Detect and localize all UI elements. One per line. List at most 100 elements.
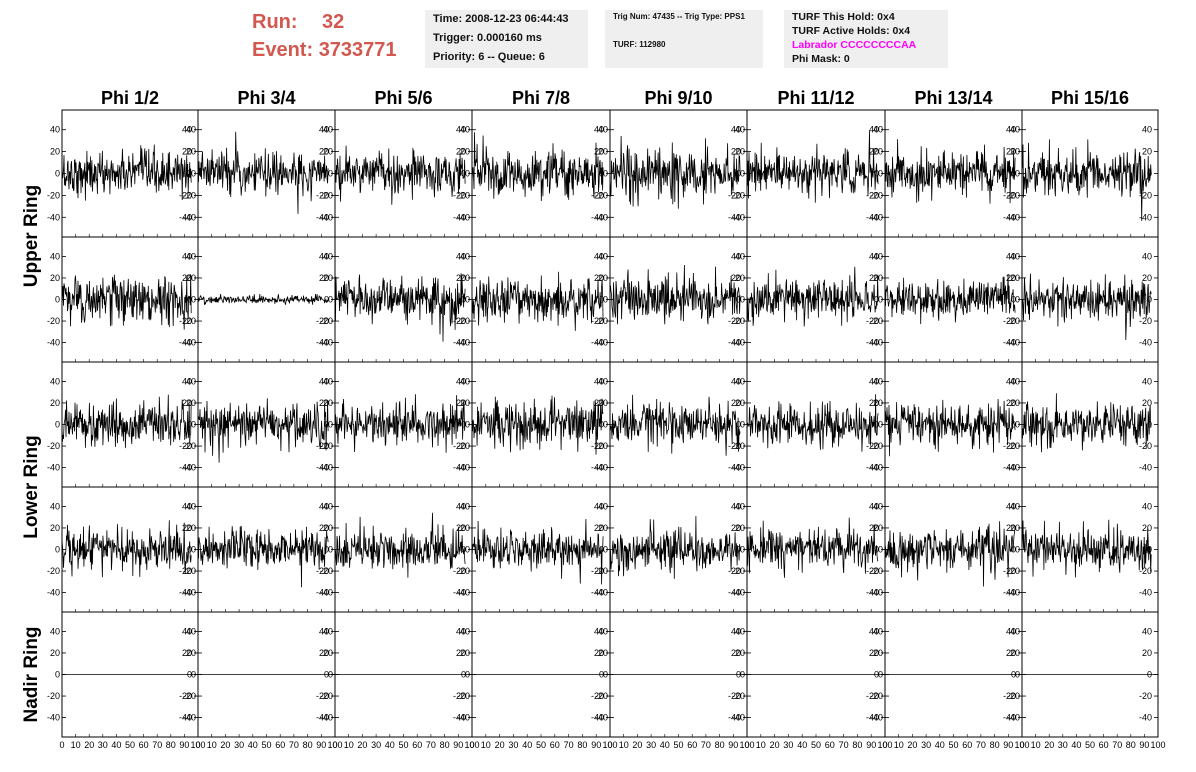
y-tick-label: 20 — [598, 648, 608, 658]
y-tick-label: 0 — [740, 670, 745, 680]
y-tick-label: -40 — [320, 212, 333, 222]
y-tick-label-right: 20 — [594, 523, 604, 533]
y-tick-label-right: 20 — [1006, 398, 1016, 408]
y-tick-label-right: 20 — [869, 648, 879, 658]
x-tick-label: 60 — [1099, 740, 1109, 750]
y-tick-label-right: -40 — [728, 713, 741, 723]
x-tick-label: 50 — [948, 740, 958, 750]
row-title: Nadir Ring — [21, 626, 42, 722]
waveform-trace — [334, 273, 466, 342]
y-tick-label: -20 — [183, 566, 196, 576]
x-tick-label: 100 — [739, 740, 754, 750]
y-tick-label: 20 — [873, 648, 883, 658]
x-tick-label: 10 — [207, 740, 217, 750]
y-tick-label: 40 — [873, 251, 883, 261]
x-tick-label: 20 — [907, 740, 917, 750]
y-tick-label: 40 — [735, 125, 745, 135]
y-tick-label-right: -40 — [1003, 713, 1016, 723]
y-tick-label: 40 — [873, 626, 883, 636]
y-tick-label: 20 — [735, 398, 745, 408]
y-tick-label-right: 40 — [594, 251, 604, 261]
y-tick-label: 40 — [186, 251, 196, 261]
waveform-trace — [884, 521, 1016, 587]
y-tick-label: 0 — [191, 420, 196, 430]
y-tick-label: -40 — [47, 713, 60, 723]
y-tick-label: 0 — [55, 670, 60, 680]
y-tick-label: 20 — [598, 273, 608, 283]
y-tick-label: 0 — [878, 670, 883, 680]
y-tick-label: -40 — [47, 463, 60, 473]
run-event-box: Run: 32 Event: 3733771 — [252, 8, 397, 64]
y-tick-label-right: 40 — [731, 251, 741, 261]
waveform-trace — [1021, 139, 1152, 221]
column-title: Phi 11/12 — [777, 88, 854, 108]
x-tick-label: 20 — [1044, 740, 1054, 750]
y-tick-label-right: 40 — [1142, 125, 1152, 135]
y-tick-label: 20 — [460, 273, 470, 283]
waveform-trace — [609, 516, 741, 579]
phi-mask-text: Phi Mask: 0 — [792, 53, 850, 65]
y-tick-label-right: 0 — [874, 295, 879, 305]
x-tick-label: 60 — [687, 740, 697, 750]
y-tick-label-right: 20 — [182, 648, 192, 658]
y-tick-label: 0 — [328, 670, 333, 680]
x-tick-label: 80 — [715, 740, 725, 750]
y-tick-label: 40 — [1010, 125, 1020, 135]
y-tick-label: -40 — [183, 713, 196, 723]
y-tick-label: 20 — [1010, 648, 1020, 658]
x-tick-label: 90 — [591, 740, 601, 750]
y-tick-label-right: -40 — [1003, 212, 1016, 222]
y-tick-label-right: -20 — [728, 316, 741, 326]
y-tick-label: 20 — [460, 147, 470, 157]
y-tick-label: 20 — [323, 398, 333, 408]
x-tick-label: 20 — [495, 740, 505, 750]
y-tick-label-right: 20 — [731, 523, 741, 533]
x-tick-label: 60 — [550, 740, 560, 750]
waveform-trace — [609, 264, 741, 325]
y-tick-label: -40 — [320, 338, 333, 348]
y-tick-label: -40 — [732, 212, 745, 222]
y-tick-label-right: 20 — [319, 273, 329, 283]
y-tick-label-right: -40 — [591, 713, 604, 723]
waveform-trace — [334, 394, 466, 453]
y-tick-label-right: 40 — [594, 501, 604, 511]
x-tick-label: 10 — [1031, 740, 1041, 750]
run-value: 32 — [322, 11, 345, 33]
event-value: 3733771 — [318, 39, 397, 61]
x-tick-label: 30 — [234, 740, 244, 750]
waveform-trace — [471, 271, 604, 331]
y-tick-label-right: -40 — [316, 588, 329, 598]
y-tick-label: -40 — [47, 212, 60, 222]
y-tick-label: -20 — [320, 441, 333, 451]
x-tick-label: 100 — [190, 740, 205, 750]
y-tick-label-right: -20 — [1139, 316, 1152, 326]
y-tick-label-right: -20 — [591, 441, 604, 451]
y-tick-label: 20 — [735, 273, 745, 283]
y-tick-label-right: -20 — [1003, 441, 1016, 451]
y-tick-label: 20 — [323, 648, 333, 658]
y-tick-label: 40 — [460, 251, 470, 261]
y-tick-label: 0 — [191, 295, 196, 305]
y-tick-label: 40 — [186, 376, 196, 386]
y-tick-label: -20 — [47, 441, 60, 451]
x-tick-label: 30 — [783, 740, 793, 750]
y-tick-label-right: -40 — [179, 212, 192, 222]
y-tick-label-right: 40 — [456, 125, 466, 135]
y-tick-label-right: 20 — [456, 398, 466, 408]
waveform-trace — [61, 520, 192, 578]
waveform-trace — [884, 139, 1016, 204]
y-tick-label: -40 — [595, 588, 608, 598]
y-tick-label: -40 — [47, 338, 60, 348]
time-text: Time: 2008-12-23 06:44:43 — [433, 13, 569, 25]
y-tick-label: 0 — [740, 295, 745, 305]
waveform-trace — [746, 517, 879, 578]
y-tick-label: -20 — [870, 691, 883, 701]
y-tick-label-right: -40 — [728, 463, 741, 473]
y-tick-label-right: 20 — [1006, 147, 1016, 157]
y-tick-label-right: 20 — [1142, 273, 1152, 283]
y-tick-label-right: -20 — [591, 316, 604, 326]
y-tick-label-right: -20 — [1139, 441, 1152, 451]
waveform-trace — [471, 518, 604, 585]
y-tick-label: 40 — [460, 501, 470, 511]
y-tick-label: 0 — [328, 295, 333, 305]
